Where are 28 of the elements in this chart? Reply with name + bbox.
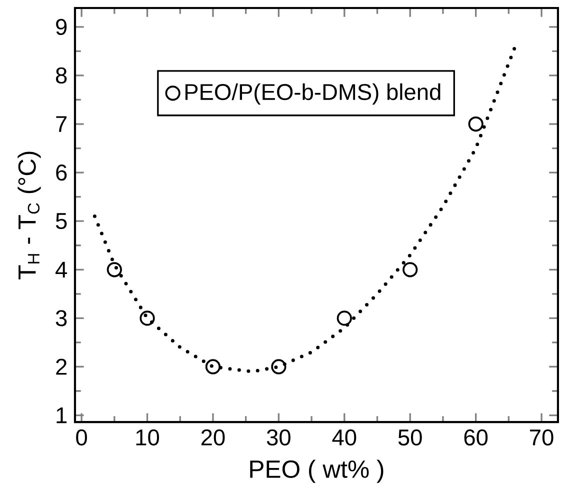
point [402, 262, 418, 278]
y-axis-title: T$_{H}$ - T$_{C}$ (°C) [18, 152, 41, 280]
point [468, 116, 484, 132]
point [205, 359, 221, 374]
y-tick-label: 1 [56, 407, 67, 424]
x-tick-label: 0 [76, 429, 87, 446]
y-tick-label: 8 [56, 67, 67, 84]
point [336, 310, 352, 326]
point [140, 310, 155, 326]
x-tick-label: 40 [332, 429, 356, 446]
y-tick-label: 3 [56, 310, 67, 326]
x-tick-label: 10 [136, 429, 160, 446]
point [106, 262, 122, 278]
line-series [92, 44, 518, 374]
x-tick-label: 20 [201, 429, 225, 446]
x-tick-label: 70 [530, 429, 554, 446]
y-tick-label: 6 [56, 164, 67, 181]
x-axis-title: PEO ( wt% ) [250, 460, 384, 483]
y-tick-label: 4 [56, 262, 67, 278]
x-tick-label: 50 [398, 429, 422, 446]
x-tick-label: 60 [464, 429, 488, 446]
point [271, 359, 286, 374]
y-tick-label: 7 [56, 116, 67, 132]
y-tick-label: 2 [56, 358, 67, 375]
y-tick-label: 9 [56, 18, 67, 35]
x-tick-label: 30 [266, 429, 290, 446]
y-tick-label: 5 [56, 213, 67, 230]
legend-label: PEO/P(EO-b-DMS) blend [185, 83, 440, 105]
